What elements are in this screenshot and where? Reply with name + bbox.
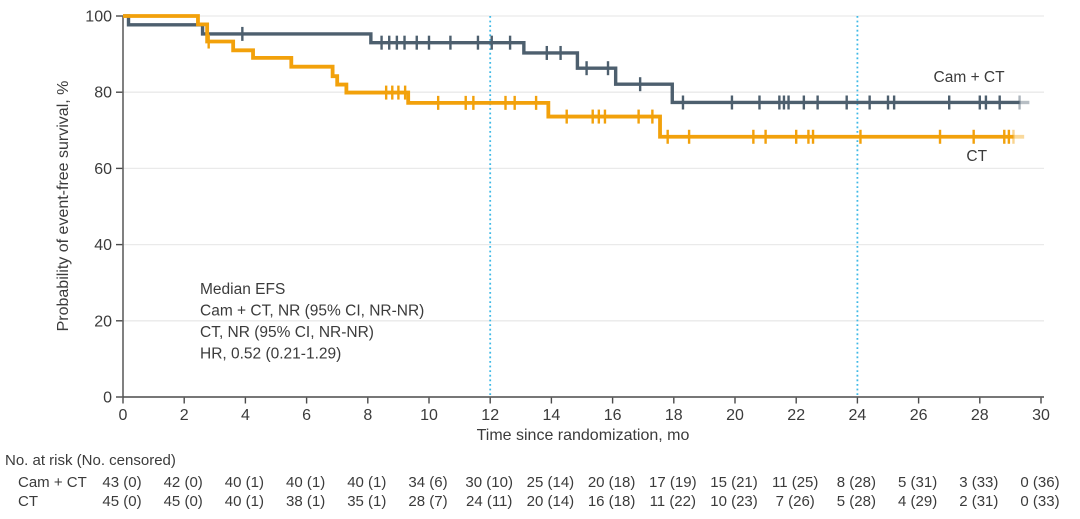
x-tick-label: 0	[119, 407, 128, 424]
y-tick-label: 100	[85, 9, 112, 26]
series-cam-ct-curve	[123, 14, 1020, 105]
risk-value: 25 (14)	[527, 474, 575, 491]
risk-value: 40 (1)	[225, 493, 264, 510]
y-tick-label: 0	[103, 390, 112, 407]
median-efs-annotation-line: CT, NR (95% CI, NR-NR)	[200, 324, 374, 341]
series-cam-ct-label: Cam + CT	[934, 69, 1006, 86]
risk-value: 38 (1)	[286, 493, 325, 510]
risk-value: 8 (28)	[837, 474, 876, 491]
risk-value: 5 (31)	[898, 474, 937, 491]
x-tick-label: 14	[543, 407, 561, 424]
risk-value: 45 (0)	[102, 493, 141, 510]
y-axis-title: Probability of event-free survival, %	[55, 81, 72, 332]
risk-value: 10 (23)	[710, 493, 758, 510]
x-tick-label: 12	[481, 407, 499, 424]
risk-value: 4 (29)	[898, 493, 937, 510]
risk-value: 28 (7)	[408, 493, 447, 510]
risk-value: 15 (21)	[710, 474, 758, 491]
x-tick-label: 6	[302, 407, 311, 424]
risk-value: 20 (14)	[527, 493, 575, 510]
y-tick-label: 80	[94, 85, 112, 102]
x-tick-label: 24	[849, 407, 867, 424]
x-tick-label: 28	[971, 407, 989, 424]
median-efs-annotation-line: Median EFS	[200, 281, 285, 298]
x-tick-label: 16	[604, 407, 622, 424]
risk-row-label-ct: CT	[18, 493, 38, 510]
x-tick-label: 30	[1032, 407, 1050, 424]
risk-table-header: No. at risk (No. censored)	[5, 452, 176, 469]
x-tick-label: 22	[787, 407, 805, 424]
x-tick-label: 2	[180, 407, 189, 424]
risk-value: 11 (25)	[772, 474, 818, 491]
series-ct-curve	[123, 14, 1014, 139]
y-tick-label: 40	[94, 237, 112, 254]
y-tick-label: 60	[94, 161, 112, 178]
risk-value: 45 (0)	[164, 493, 203, 510]
risk-value: 40 (1)	[347, 474, 386, 491]
risk-value: 42 (0)	[164, 474, 203, 491]
x-axis-title: Time since randomization, mo	[477, 427, 690, 444]
risk-row-label-camct: Cam + CT	[18, 474, 87, 491]
risk-value: 24 (11)	[466, 493, 512, 510]
risk-value: 30 (10)	[465, 474, 513, 491]
x-tick-label: 10	[420, 407, 438, 424]
x-tick-label: 20	[726, 407, 744, 424]
y-tick-label: 20	[94, 313, 112, 330]
median-efs-annotation-line: Cam + CT, NR (95% CI, NR-NR)	[200, 303, 424, 320]
risk-value: 5 (28)	[837, 493, 876, 510]
risk-value: 43 (0)	[102, 474, 141, 491]
risk-value: 2 (31)	[959, 493, 998, 510]
risk-value: 0 (36)	[1020, 474, 1059, 491]
series-ct-label: CT	[966, 148, 987, 165]
risk-value: 40 (1)	[225, 474, 264, 491]
x-tick-label: 4	[241, 407, 250, 424]
risk-value: 17 (19)	[649, 474, 697, 491]
risk-value: 0 (33)	[1020, 493, 1059, 510]
risk-value: 3 (33)	[959, 474, 998, 491]
x-tick-label: 26	[910, 407, 928, 424]
median-efs-annotation-line: HR, 0.52 (0.21-1.29)	[200, 346, 341, 363]
risk-value: 7 (26)	[776, 493, 815, 510]
risk-value: 20 (18)	[588, 474, 636, 491]
risk-value: 11 (22)	[650, 493, 696, 510]
risk-value: 34 (6)	[408, 474, 447, 491]
risk-value: 40 (1)	[286, 474, 325, 491]
x-tick-label: 8	[363, 407, 372, 424]
risk-value: 35 (1)	[347, 493, 386, 510]
x-tick-label: 18	[665, 407, 683, 424]
risk-value: 16 (18)	[588, 493, 636, 510]
